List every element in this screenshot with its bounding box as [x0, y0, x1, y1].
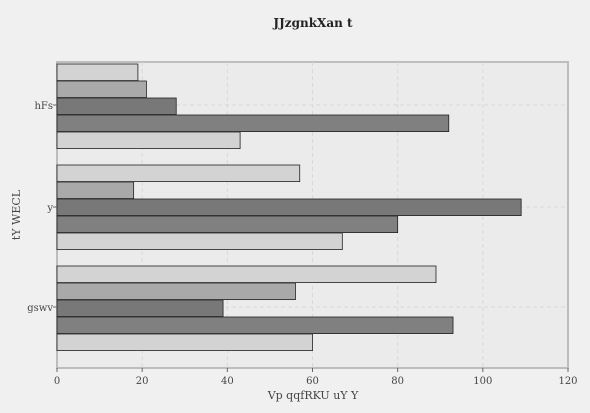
bar — [56, 333, 313, 352]
bar — [56, 265, 437, 284]
x-tick-label: 100 — [473, 376, 492, 387]
y-tick-label: gswv — [27, 303, 53, 314]
y-tick-label: hFs — [34, 101, 53, 112]
bar — [56, 80, 147, 99]
bars — [56, 63, 522, 352]
x-axis-label: Vp qqfRKU uY Y — [267, 389, 359, 402]
bar — [56, 198, 522, 217]
y-tick-labels: hFs y gswv — [27, 101, 57, 314]
x-tick-label: 40 — [221, 376, 234, 387]
bar — [56, 97, 177, 116]
bar — [56, 232, 343, 251]
y-tick-label: y — [46, 203, 53, 214]
bar — [56, 181, 135, 200]
bar — [56, 63, 139, 82]
x-tick-label: 60 — [306, 376, 319, 387]
bar — [56, 114, 450, 133]
bar — [56, 316, 454, 335]
x-tick-labels: 0 20 40 60 80 100 120 — [54, 368, 578, 387]
bar — [56, 215, 399, 234]
bar — [56, 299, 224, 318]
x-tick-label: 20 — [136, 376, 149, 387]
bar — [56, 131, 241, 150]
x-tick-label: 80 — [391, 376, 404, 387]
bar — [56, 164, 301, 183]
x-tick-label: 120 — [558, 376, 577, 387]
x-tick-label: 0 — [54, 376, 60, 387]
y-axis-label: tY WECL — [10, 189, 23, 240]
chart-title: JJzgnkXan t — [272, 16, 353, 30]
bar — [56, 282, 296, 301]
